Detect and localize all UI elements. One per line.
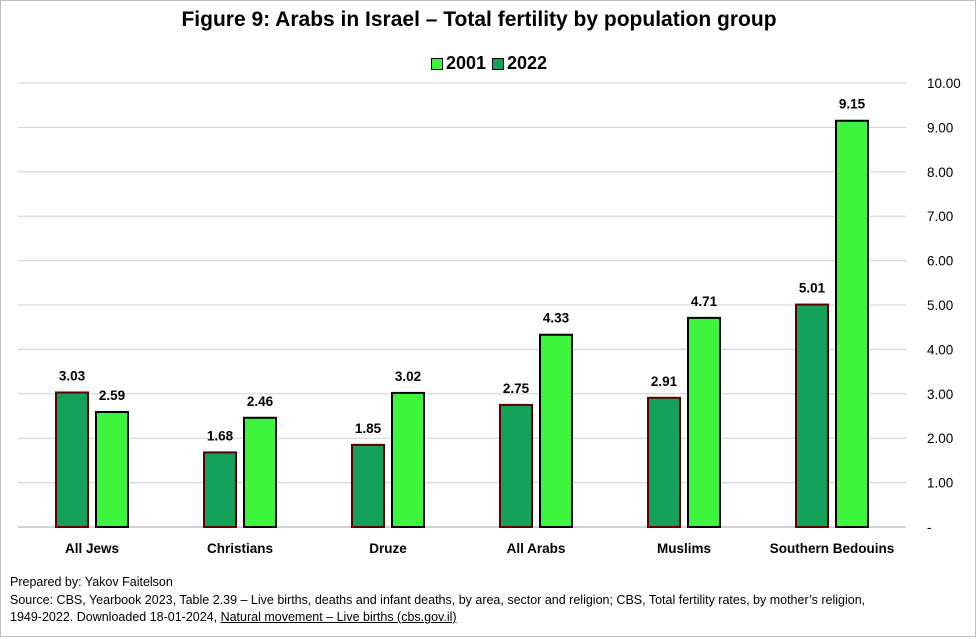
chart-legend: 2001 2022	[0, 53, 978, 75]
bar-2022	[499, 403, 533, 528]
source-line-2-text: 1949-2022. Downloaded 18-01-2024,	[10, 610, 221, 624]
legend-label: 2001	[445, 53, 486, 73]
y-tick-label: 8.00	[927, 165, 953, 180]
data-label-2022: 2.75	[503, 381, 530, 396]
x-tick-label: Southern Bedouins	[770, 541, 895, 556]
legend-swatch	[430, 57, 443, 70]
y-tick-label: -	[927, 520, 932, 535]
data-label-2022: 1.68	[207, 428, 234, 443]
x-tick-label: All Jews	[65, 541, 119, 556]
bar-2001	[243, 416, 277, 528]
bar-2001	[835, 119, 869, 529]
data-label-2022: 1.85	[355, 421, 382, 436]
y-tick-label: 6.00	[927, 254, 953, 269]
bar-2001	[391, 391, 425, 528]
legend-swatch	[492, 57, 504, 70]
y-tick-label: 3.00	[927, 387, 953, 402]
y-tick-label: 4.00	[927, 342, 953, 357]
data-label-2022: 2.91	[651, 374, 678, 389]
y-tick-label: 9.00	[927, 120, 953, 135]
prepared-by: Prepared by: Yakov Faitelson	[10, 575, 173, 589]
data-label-2001: 4.71	[691, 294, 718, 309]
data-label-2001: 2.59	[99, 388, 125, 403]
x-tick-label: Christians	[207, 541, 273, 556]
x-tick-label: All Arabs	[507, 541, 566, 556]
source-link[interactable]: Natural movement – Live births (cbs.gov.…	[220, 610, 457, 624]
y-tick-label: 10.00	[927, 76, 961, 91]
legend-label: 2022	[507, 53, 548, 73]
y-tick-label: 2.00	[927, 431, 953, 446]
data-label-2001: 9.15	[839, 97, 866, 112]
y-tick-label: 5.00	[927, 298, 953, 313]
data-label-2001: 4.33	[543, 311, 570, 326]
y-tick-label: 1.00	[927, 476, 953, 491]
bar-2022	[647, 396, 681, 528]
chart-plot: - 1.00 2.00 3.00 4.00 5.00 6.00 7.00 8.00 9.00 10.…	[18, 76, 961, 556]
y-tick-label: 7.00	[927, 209, 953, 224]
bar-2001	[539, 333, 573, 528]
data-label-2001: 3.02	[395, 369, 421, 384]
footer: Prepared by: Yakov Faitelson Source: CBS…	[10, 574, 970, 627]
source-line-1: Source: CBS, Yearbook 2023, Table 2.39 –…	[10, 592, 866, 607]
bar-2022	[203, 451, 237, 528]
data-label-2022: 3.03	[59, 368, 86, 383]
chart-title: Figure 9: Arabs in Israel – Total fertil…	[181, 8, 777, 31]
legend-entry-2001: 2001	[430, 53, 486, 74]
bar-2022	[351, 443, 385, 528]
bar-2001	[95, 411, 129, 528]
data-label-2022: 5.01	[799, 281, 826, 296]
bar-2022	[795, 303, 829, 528]
legend-entry-2022: 2022	[492, 53, 547, 74]
x-tick-label: Muslims	[657, 541, 711, 556]
data-label-2001: 2.46	[247, 394, 274, 409]
bar-2001	[687, 316, 721, 528]
x-tick-label: Druze	[369, 541, 407, 556]
source-line-2: 1949-2022. Downloaded 18-01-2024, Natura…	[10, 609, 970, 627]
bar-2022	[55, 391, 89, 528]
